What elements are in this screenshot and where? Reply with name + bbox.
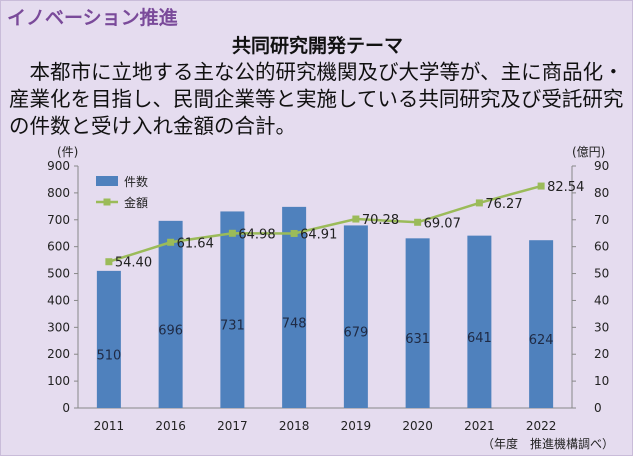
y-left-tick-label: 100 bbox=[47, 374, 70, 388]
bar bbox=[220, 211, 245, 408]
line-point bbox=[105, 258, 113, 266]
bar bbox=[282, 206, 307, 408]
y-right-tick-label: 40 bbox=[594, 293, 609, 307]
section-label: イノベーション推進 bbox=[7, 7, 178, 29]
line-data-label: 64.91 bbox=[300, 227, 337, 242]
chart-description: 本都市に立地する主な公的研究機関及び大学等が、主に商品化・産業化を目指し、民間企… bbox=[9, 60, 624, 138]
y-left-tick-label: 900 bbox=[47, 159, 70, 173]
y-left-tick-label: 0 bbox=[62, 401, 70, 415]
bar-data-label: 679 bbox=[343, 326, 368, 341]
y-right-tick-label: 60 bbox=[594, 240, 609, 254]
line-point bbox=[228, 229, 236, 237]
x-tick-label: 2016 bbox=[155, 419, 186, 433]
bar bbox=[405, 238, 430, 408]
series-line-kingaku bbox=[108, 184, 542, 263]
line-data-label: 54.40 bbox=[115, 256, 152, 271]
y-right-tick-label: 10 bbox=[594, 374, 609, 388]
y-right-tick-label: 70 bbox=[594, 213, 609, 227]
line-point bbox=[167, 238, 175, 246]
y-right-tick-label: 30 bbox=[594, 320, 609, 334]
bar bbox=[343, 225, 368, 408]
legend-swatch-kensu bbox=[96, 176, 118, 186]
chart-title: 共同研究開発テーマ bbox=[231, 35, 403, 57]
y-right-tick-label: 90 bbox=[594, 159, 609, 173]
y-left-tick-label: 800 bbox=[47, 186, 70, 200]
bar-data-label: 696 bbox=[158, 323, 183, 338]
x-tick-label: 2018 bbox=[279, 419, 310, 433]
line-data-label: 76.27 bbox=[485, 197, 522, 212]
line-point bbox=[475, 199, 483, 207]
bar-data-label: 510 bbox=[96, 348, 121, 363]
y-left-tick-label: 400 bbox=[47, 293, 70, 307]
y-right-tick-label: 20 bbox=[594, 347, 609, 361]
legend-label-kensu: 件数 bbox=[124, 174, 148, 189]
y-right-tick-label: 0 bbox=[594, 401, 602, 415]
y-left-tick-label: 200 bbox=[47, 347, 70, 361]
line-point bbox=[290, 229, 298, 237]
y-left-tick-label: 500 bbox=[47, 267, 70, 281]
bar-data-label: 731 bbox=[220, 319, 245, 334]
x-tick-label: 2019 bbox=[341, 419, 372, 433]
x-tick-label: 2022 bbox=[526, 419, 557, 433]
line-data-label: 82.54 bbox=[547, 180, 584, 195]
line-data-label: 64.98 bbox=[238, 227, 275, 242]
source-note: （年度 推進機構調べ） bbox=[482, 437, 615, 451]
line-point bbox=[537, 182, 545, 190]
legend-label-kingaku: 金額 bbox=[124, 195, 148, 210]
bar bbox=[158, 220, 183, 408]
y-left-tick-label: 300 bbox=[47, 320, 70, 334]
x-tick-label: 2020 bbox=[402, 419, 433, 433]
line-data-label: 69.07 bbox=[424, 216, 461, 231]
bar bbox=[529, 240, 554, 408]
bar bbox=[96, 270, 121, 408]
right-axis-unit: (億円) bbox=[572, 145, 606, 159]
x-tick-label: 2017 bbox=[217, 419, 248, 433]
bar-data-label: 624 bbox=[529, 333, 554, 348]
line-point bbox=[414, 218, 422, 226]
y-left-tick-label: 700 bbox=[47, 213, 70, 227]
bar-data-label: 631 bbox=[405, 332, 430, 347]
x-tick-label: 2011 bbox=[94, 419, 125, 433]
bar-data-label: 641 bbox=[467, 331, 492, 346]
line-data-label: 61.64 bbox=[177, 236, 214, 251]
legend-marker-kingaku bbox=[103, 198, 111, 206]
left-axis-unit: (件) bbox=[57, 145, 79, 159]
bar-data-label: 748 bbox=[282, 316, 307, 331]
y-left-tick-label: 600 bbox=[47, 240, 70, 254]
y-right-tick-label: 50 bbox=[594, 267, 609, 281]
y-right-tick-label: 80 bbox=[594, 186, 609, 200]
line-point bbox=[352, 215, 360, 223]
x-tick-label: 2021 bbox=[464, 419, 495, 433]
bar bbox=[467, 235, 492, 408]
line-data-label: 70.28 bbox=[362, 213, 399, 228]
